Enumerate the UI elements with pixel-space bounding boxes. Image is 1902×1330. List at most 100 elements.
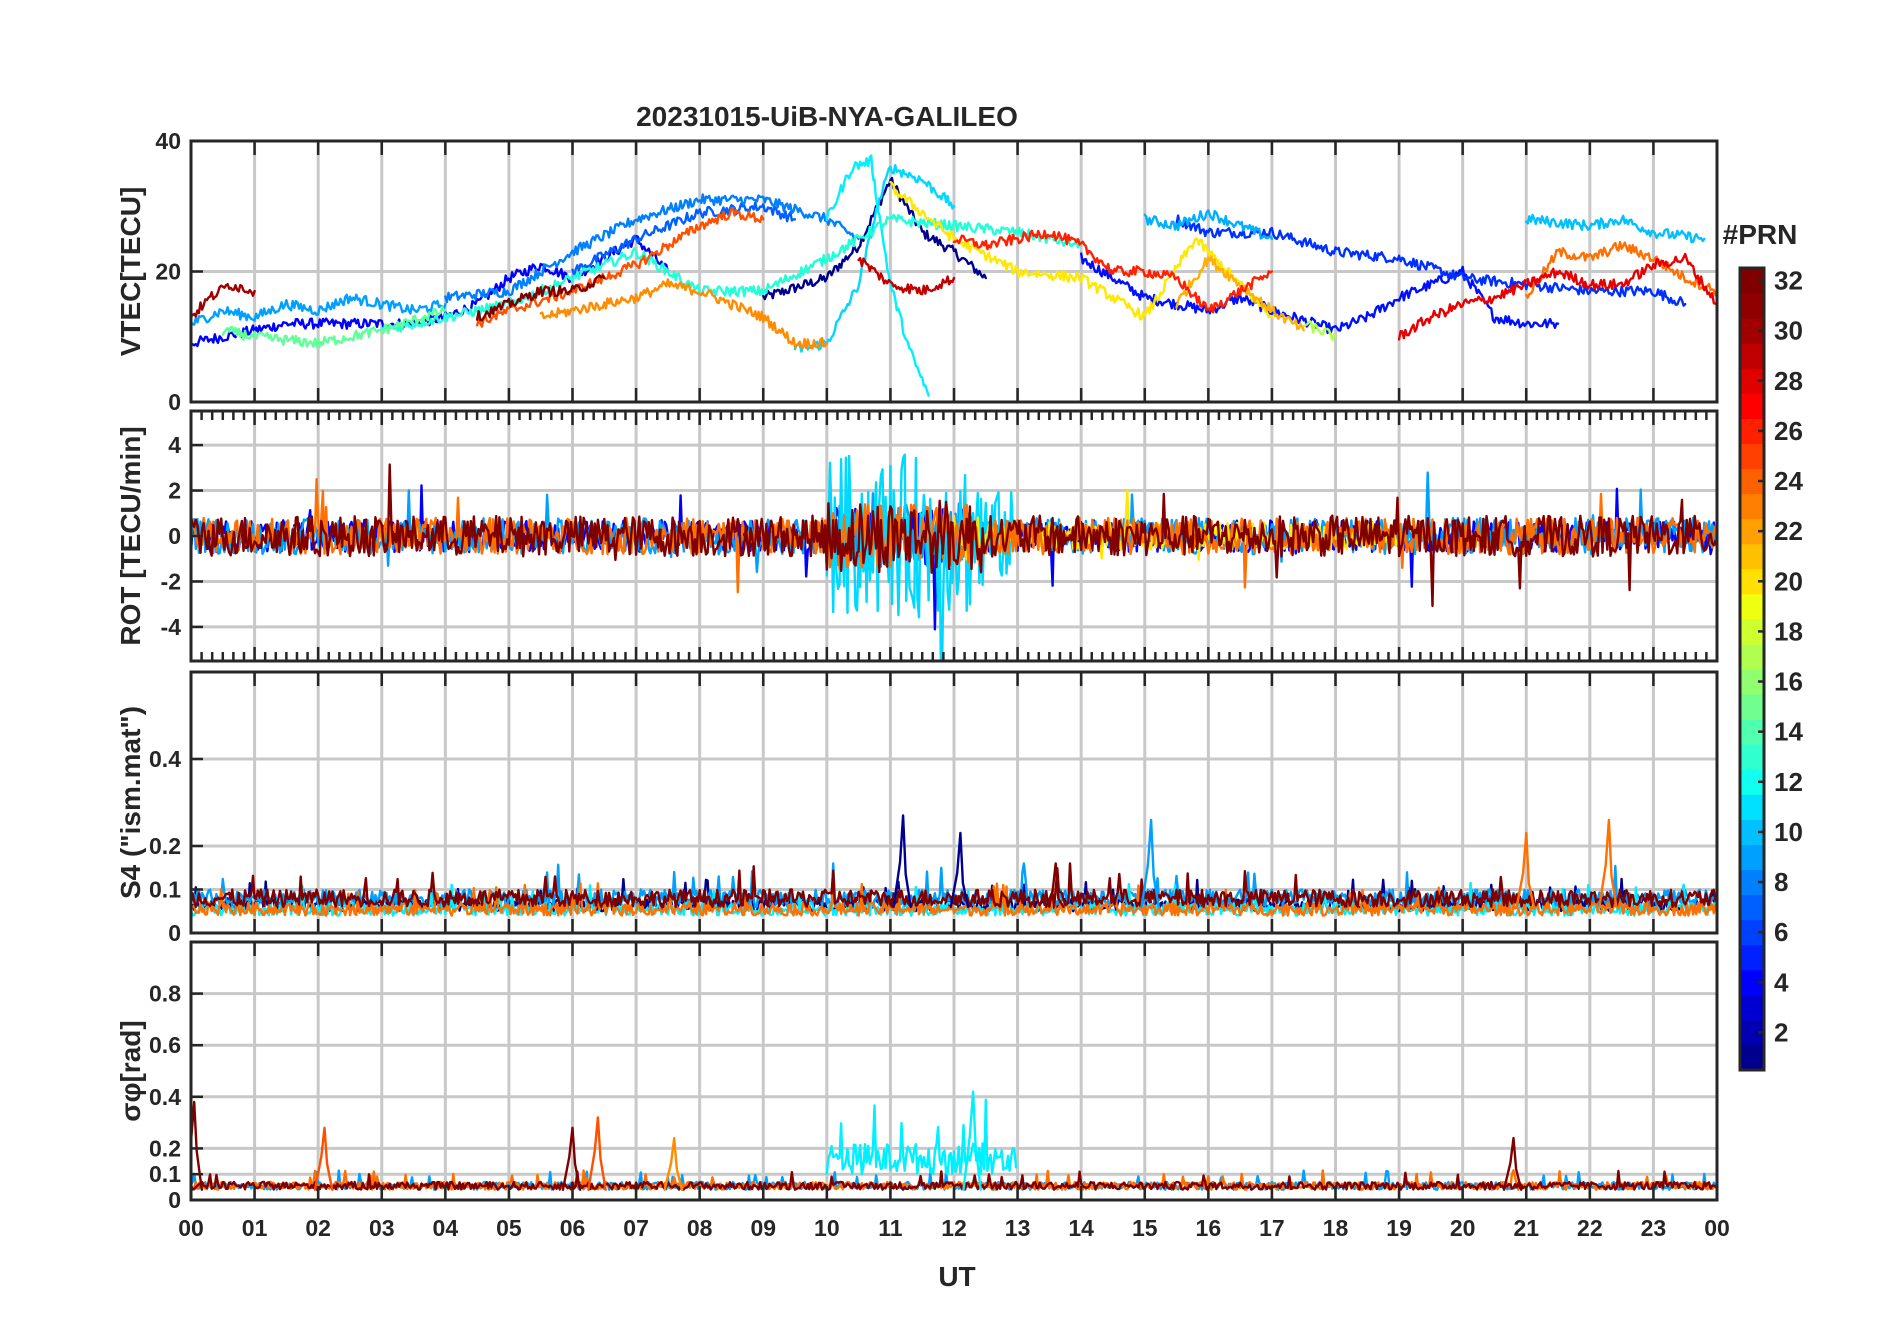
x-tick-label: 04 xyxy=(433,1215,459,1241)
colorbar-segment xyxy=(1740,643,1764,670)
vtec-series-prn-23 xyxy=(539,278,828,350)
colorbar-tick-label: 26 xyxy=(1774,416,1803,446)
colorbar-tick-label: 2 xyxy=(1774,1017,1788,1047)
vtec-series-prn-20 xyxy=(889,180,1274,321)
colorbar-label: #PRN xyxy=(1723,219,1798,250)
vtec-y-tick-label: 20 xyxy=(155,259,181,285)
colorbar-tick-label: 18 xyxy=(1774,616,1803,646)
vtec-y-tick-label: 40 xyxy=(155,128,181,154)
s4-y-axis-label: S4 ("ism.mat") xyxy=(115,706,146,899)
colorbar-segment xyxy=(1740,493,1764,520)
s4-peak xyxy=(892,814,912,909)
vtec-series-group xyxy=(191,154,1717,397)
vtec-series-prn-27 xyxy=(952,229,1274,314)
vtec-y-tick-label: 0 xyxy=(168,389,181,415)
sigphi-y-tick-label: 0.1 xyxy=(149,1161,181,1187)
chart-title: 20231015-UiB-NYA-GALILEO xyxy=(636,101,1018,132)
colorbar-tick-label: 20 xyxy=(1774,566,1803,596)
colorbar-tick-label: 16 xyxy=(1774,667,1803,697)
vtec-series-prn-29 xyxy=(1397,252,1717,341)
s4-y-tick-label: 0.2 xyxy=(149,833,181,859)
rot-y-tick-label: 4 xyxy=(168,432,181,458)
sigphi-y-tick-label: 0.4 xyxy=(149,1084,181,1110)
colorbar-segment xyxy=(1740,293,1764,319)
vtec-series-prn-13 xyxy=(825,154,930,397)
s4-series-group xyxy=(191,814,1717,917)
colorbar-frame xyxy=(1738,266,1766,1072)
sigphi-series-prn-13 xyxy=(825,1098,1018,1176)
s4-series-prn-32 xyxy=(191,862,1717,909)
x-tick-label: 19 xyxy=(1386,1215,1412,1241)
colorbar-segment xyxy=(1740,593,1764,620)
colorbar-tick-label: 12 xyxy=(1774,767,1803,797)
x-tick-label: 14 xyxy=(1068,1215,1094,1241)
vtec-series-prn-16 xyxy=(221,305,447,348)
x-tick-label: 08 xyxy=(687,1215,713,1241)
colorbar-tick-label: 22 xyxy=(1774,516,1803,546)
s4-y-tick-label: 0.4 xyxy=(149,746,181,772)
vtec-y-axis-label: VTEC[TECU] xyxy=(115,187,146,357)
s4-grid xyxy=(191,672,1717,933)
colorbar-tick-label: 8 xyxy=(1774,867,1788,897)
s4-y-tick-label: 0.1 xyxy=(149,877,181,903)
colorbar-segment xyxy=(1740,393,1764,419)
vtec-series-prn-11 xyxy=(1525,213,1706,244)
sigphi-grid xyxy=(191,942,1717,1200)
colorbar-segment xyxy=(1740,343,1764,369)
s4-y-tick-label: 0 xyxy=(168,920,181,946)
sigphi-peak xyxy=(587,1116,607,1191)
sigphi-peak xyxy=(191,1100,203,1191)
rot-x-ticks xyxy=(189,411,1719,661)
vtec-series-prn-22 xyxy=(1175,255,1305,332)
colorbar-segment xyxy=(1740,944,1764,971)
vtec-series-prn-10 xyxy=(1143,209,1274,241)
panel-s4: 0 0.1 0.2 0.4S4 ("ism.mat") xyxy=(115,670,1719,946)
x-tick-label: 01 xyxy=(242,1215,268,1241)
vtec-series-prn-32 xyxy=(475,274,606,322)
colorbar-tick-label: 32 xyxy=(1774,266,1803,296)
x-tick-label: 09 xyxy=(750,1215,776,1241)
x-tick-label: 22 xyxy=(1577,1215,1603,1241)
x-tick-label: 16 xyxy=(1196,1215,1222,1241)
x-tick-label: 07 xyxy=(623,1215,649,1241)
colorbar-segment xyxy=(1740,894,1764,921)
colorbar-tick-label: 24 xyxy=(1774,466,1803,496)
s4-x-ticks xyxy=(189,672,1719,933)
x-tick-label: 11 xyxy=(878,1215,903,1241)
s4-peak xyxy=(949,831,970,909)
x-tick-label: 20 xyxy=(1450,1215,1476,1241)
colorbar-tick-label: 30 xyxy=(1774,316,1803,346)
vtec-series-prn-24 xyxy=(1525,240,1717,299)
x-tick-label: 06 xyxy=(560,1215,586,1241)
x-tick-label: 10 xyxy=(814,1215,840,1241)
colorbar-tick-label: 14 xyxy=(1774,717,1803,747)
sigphi-y-tick-label: 0 xyxy=(168,1187,181,1213)
rot-series-prn-32 xyxy=(191,463,1717,608)
colorbar-segment xyxy=(1740,844,1764,871)
rot-y-tick-label: -2 xyxy=(161,568,181,594)
x-tick-label: 15 xyxy=(1132,1215,1158,1241)
rot-y-tick-label: -4 xyxy=(161,614,182,640)
s4-peak xyxy=(1598,818,1618,909)
x-tick-label: 12 xyxy=(941,1215,967,1241)
x-tick-label: 05 xyxy=(496,1215,522,1241)
colorbar-tick-label: 6 xyxy=(1774,917,1788,947)
colorbar-tick-label: 10 xyxy=(1774,817,1803,847)
s4-peak xyxy=(1140,818,1160,909)
sigphi-peak xyxy=(663,1136,684,1191)
s4-peak xyxy=(1045,862,1065,909)
sigphi-peak xyxy=(1502,1136,1523,1191)
vtec-series-prn-25 xyxy=(475,207,765,328)
colorbar-segment xyxy=(1740,543,1764,570)
x-tick-label: 17 xyxy=(1259,1215,1285,1241)
x-tick-label: 23 xyxy=(1641,1215,1667,1241)
vtec-series-prn-18 xyxy=(1302,320,1337,341)
vtec-series-prn-4 xyxy=(1080,252,1560,335)
sigphi-y-tick-label: 0.6 xyxy=(149,1032,181,1058)
colorbar-segment xyxy=(1740,694,1764,720)
x-tick-label: 00 xyxy=(178,1215,204,1241)
colorbar-segment xyxy=(1740,443,1764,470)
sigphi-y-tick-label: 0.2 xyxy=(149,1135,181,1161)
